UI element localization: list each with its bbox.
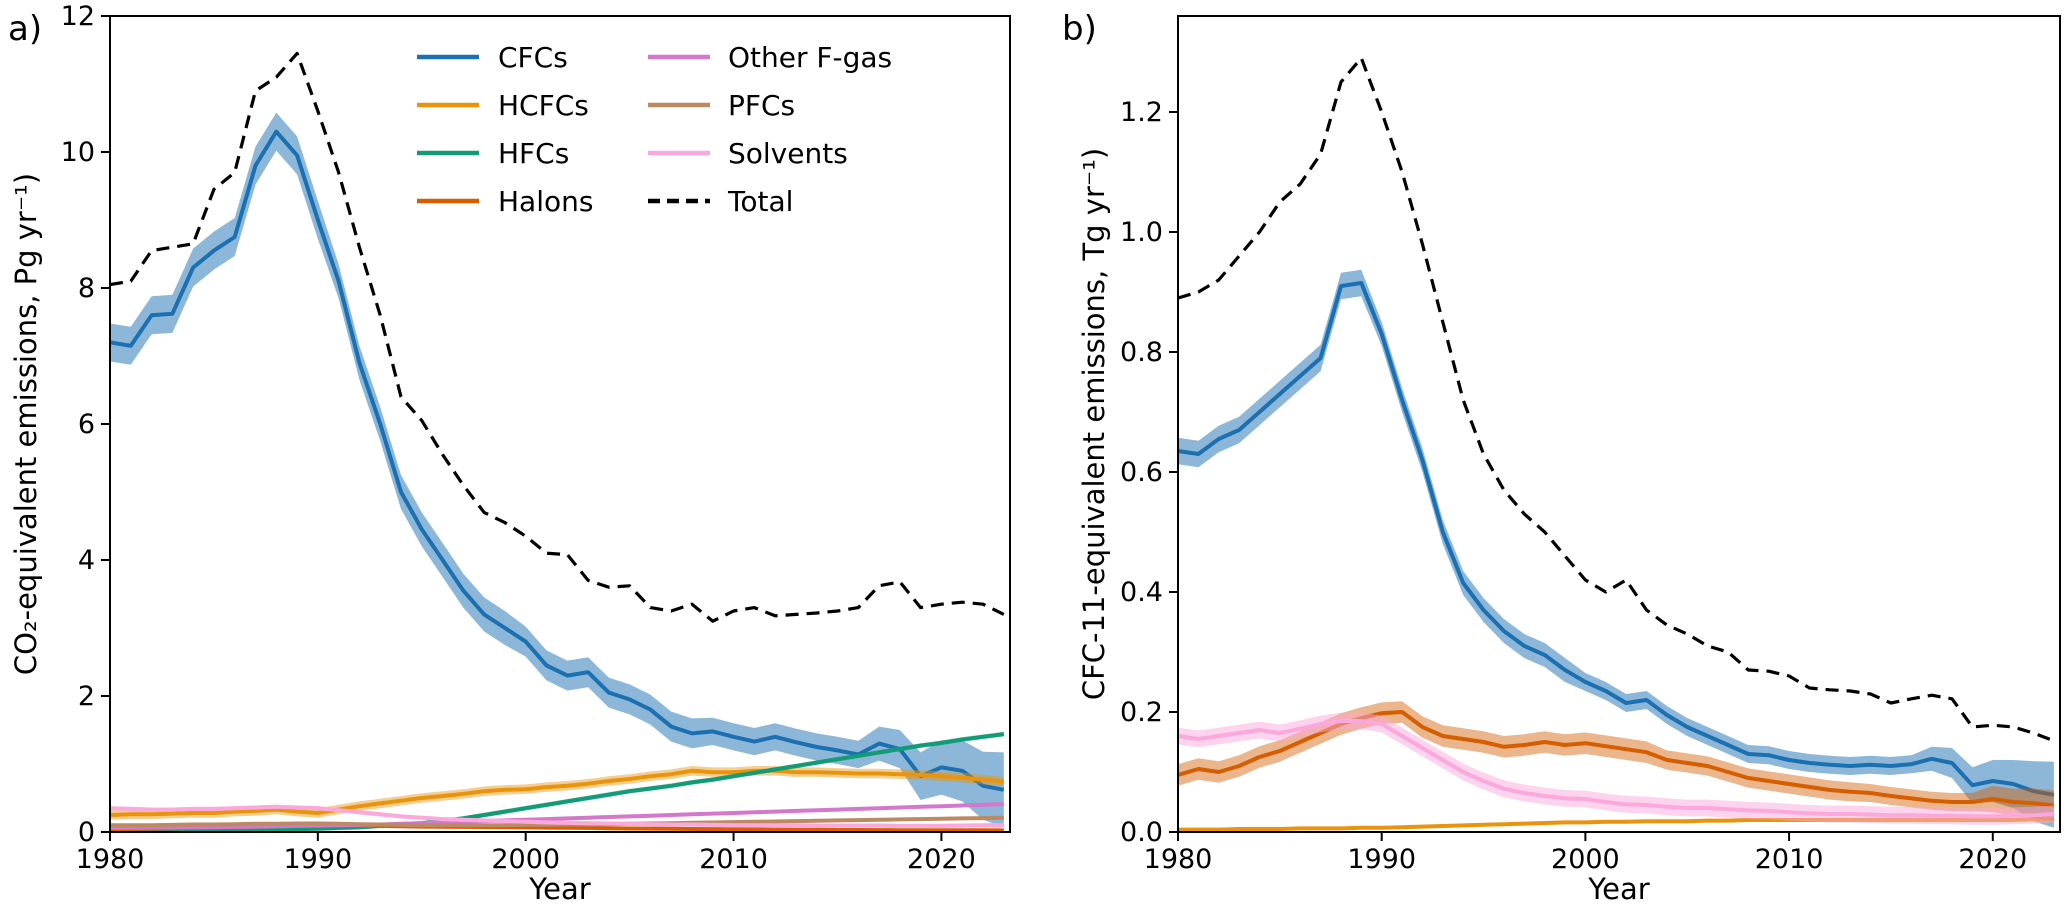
line-total — [1178, 56, 2055, 743]
x-tick-label: 2000 — [1551, 844, 1620, 875]
y-tick-label: 0.8 — [1120, 337, 1163, 368]
y-tick-label: 6 — [78, 409, 95, 440]
panel-b-x-axis-label: Year — [1587, 872, 1649, 906]
y-tick-label: 10 — [61, 137, 95, 168]
y-tick-label: 0.0 — [1120, 817, 1163, 848]
legend-entry-pfcs: PFCs — [648, 89, 795, 122]
legend-label-halons: Halons — [498, 185, 593, 218]
legend-entry-halons: Halons — [417, 185, 593, 218]
panel-a-series — [110, 51, 1005, 832]
y-tick-label: 0 — [78, 817, 95, 848]
line-solvents — [1178, 719, 2055, 819]
chart-render-root: 1980 1990 2000 2010 2020 0 2 4 6 8 10 12 1980 1990 200… — [61, 1, 2061, 875]
legend-entry-other-f-gas: Other F-gas — [648, 41, 892, 74]
line-cfcs — [110, 129, 1005, 792]
panel-a-y-axis-label: CO₂-equivalent emissions, Pg yr⁻¹) — [9, 173, 43, 675]
line-solvents — [110, 804, 1004, 828]
y-tick-label: 0.6 — [1120, 457, 1163, 488]
y-tick-label: 0.2 — [1120, 697, 1163, 728]
panel-b-y-axis-label: CFC-11-equivalent emissions, Tg yr⁻¹) — [1077, 148, 1111, 700]
legend-label-cfcs: CFCs — [498, 41, 568, 74]
line-hfcs — [110, 732, 1005, 832]
legend-entry-cfcs: CFCs — [417, 41, 568, 74]
band-hcfcs — [110, 766, 1004, 820]
y-tick-label: 8 — [78, 273, 95, 304]
line-cfcs — [1178, 281, 2055, 797]
x-tick-label: 2020 — [1958, 844, 2027, 875]
legend-label-pfcs: PFCs — [728, 89, 795, 122]
legend: CFCs HCFCs HFCs Halons Other F-gas PFCs Solven… — [417, 41, 892, 218]
panel-a-label: a) — [8, 9, 42, 49]
x-tick-label: 2020 — [907, 844, 976, 875]
legend-label-total: Total — [727, 185, 793, 218]
line-total — [110, 51, 1005, 623]
panel-b-label: b) — [1062, 9, 1097, 49]
panel-a-x-axis-label: Year — [528, 872, 590, 906]
x-tick-label: 2010 — [1755, 844, 1824, 875]
legend-label-other-f-gas: Other F-gas — [728, 41, 892, 74]
x-tick-label: 2000 — [491, 844, 560, 875]
y-tick-label: 2 — [78, 681, 95, 712]
legend-entry-solvents: Solvents — [648, 137, 848, 170]
y-tick-label: 1.2 — [1120, 97, 1163, 128]
panel-b-series — [1178, 56, 2055, 832]
y-tick-label: 0.4 — [1120, 577, 1163, 608]
band-cfcs — [1178, 269, 2054, 828]
x-tick-label: 1980 — [1144, 844, 1213, 875]
axes-frame — [1177, 15, 2061, 833]
legend-label-hfcs: HFCs — [498, 137, 569, 170]
legend-entry-hfcs: HFCs — [417, 137, 569, 170]
line-other-f-gas — [110, 802, 1004, 830]
y-tick-label: 1.0 — [1120, 217, 1163, 248]
line-hcfcs — [110, 768, 1005, 817]
x-tick-label: 1990 — [283, 844, 352, 875]
legend-label-solvents: Solvents — [728, 137, 848, 170]
y-tick-label: 12 — [61, 1, 95, 32]
y-tick-label: 4 — [78, 545, 95, 576]
legend-label-hcfcs: HCFCs — [498, 89, 589, 122]
x-tick-label: 1990 — [1347, 844, 1416, 875]
legend-entry-hcfcs: HCFCs — [417, 89, 589, 122]
x-tick-label: 2010 — [699, 844, 768, 875]
band-cfcs — [110, 112, 1004, 828]
band-solvents — [1178, 712, 2054, 825]
x-tick-label: 1980 — [76, 844, 145, 875]
legend-entry-total: Total — [648, 185, 793, 218]
